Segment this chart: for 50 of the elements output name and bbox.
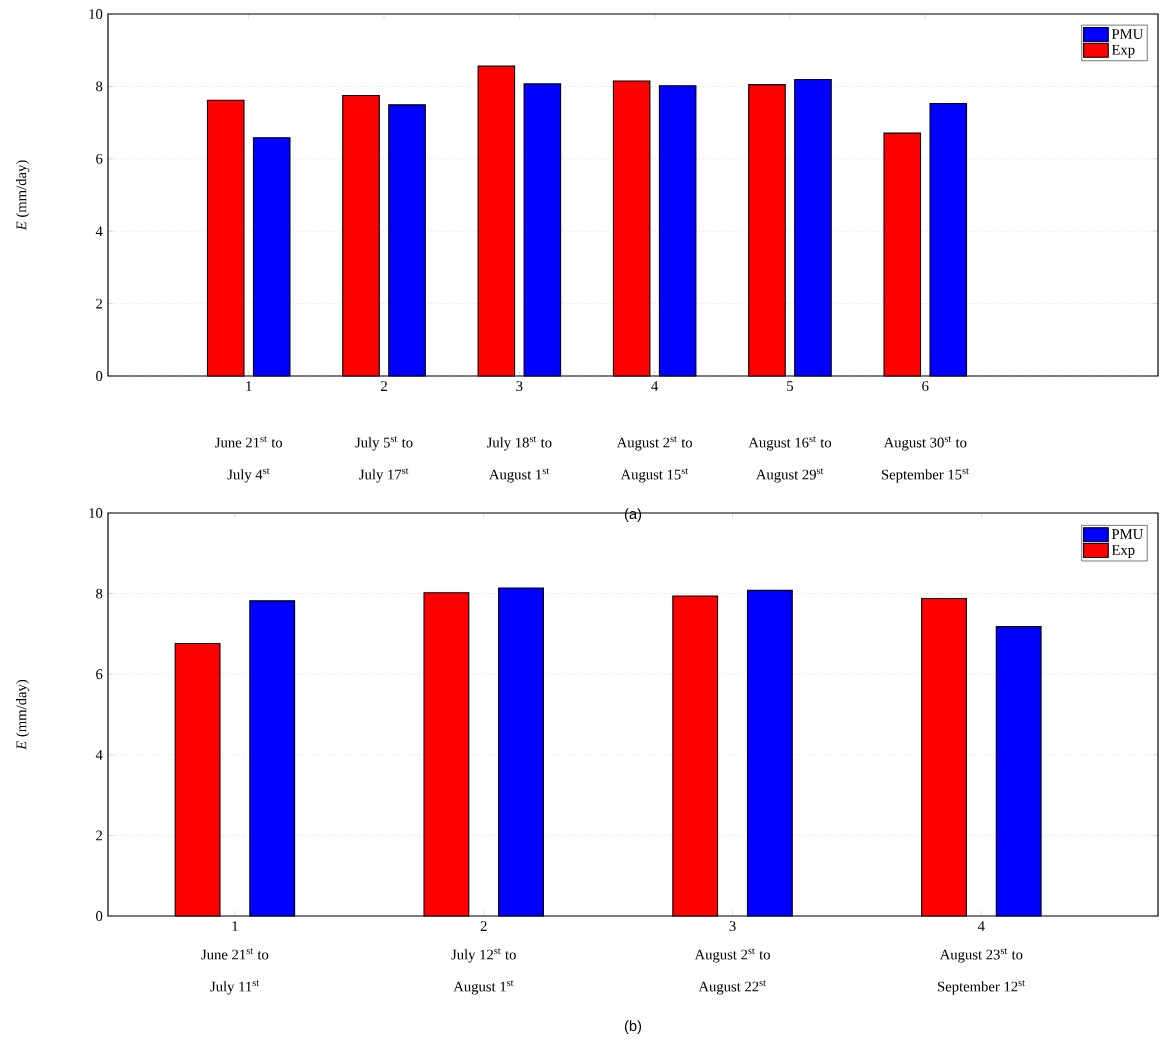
legend-label: PMU bbox=[1111, 29, 1143, 39]
annotation: (a) bbox=[624, 508, 642, 522]
text: July 17$^{st}$ bbox=[359, 468, 409, 483]
text: (b) bbox=[624, 1020, 642, 1034]
text: August 1$^{st}$ bbox=[453, 980, 514, 995]
text: July 5$^{st}$ to bbox=[355, 436, 413, 451]
text: August 23$^{st}$ to bbox=[939, 948, 1023, 963]
legend-label: Exp bbox=[1111, 545, 1135, 558]
y-tick-label: 6 bbox=[96, 669, 103, 680]
x-tick-label: 6 bbox=[922, 381, 929, 392]
y-tick-label: 8 bbox=[96, 81, 103, 92]
y-tick-label: 2 bbox=[96, 298, 103, 309]
text: September 15$^{st}$ bbox=[881, 468, 969, 483]
text: August 22$^{st}$ bbox=[698, 980, 766, 995]
y-axis-title: E (mm/day) bbox=[16, 679, 30, 750]
legend-label: Exp bbox=[1111, 44, 1135, 58]
text: July 11$^{st}$ bbox=[210, 980, 260, 995]
y-tick-label: 8 bbox=[96, 588, 103, 599]
x-tick-label: 1 bbox=[246, 381, 252, 391]
y-tick-label: 10 bbox=[89, 508, 103, 518]
y-tick-label: 0 bbox=[96, 911, 103, 921]
x-tick-label: 3 bbox=[516, 381, 523, 392]
text: August 16$^{st}$ to bbox=[748, 436, 832, 451]
x-tick-label: 1 bbox=[232, 921, 238, 931]
text: June 21$^{st}$ to bbox=[215, 436, 283, 448]
y-axis-title: E (mm/day) bbox=[16, 160, 30, 231]
x-tick-label: 2 bbox=[480, 921, 487, 931]
text: September 12$^{st}$ bbox=[938, 980, 1025, 995]
y-tick-label: 4 bbox=[95, 226, 103, 237]
y-tick-label: 2 bbox=[96, 830, 103, 841]
y-tick-label: 10 bbox=[89, 9, 103, 19]
x-tick-label: 4 bbox=[651, 381, 659, 391]
text: August 2$^{st}$ to bbox=[694, 948, 770, 963]
text: July 4$^{st}$ bbox=[227, 468, 270, 483]
text: August 30$^{st}$ to bbox=[883, 436, 967, 451]
text: July 12$^{st}$ to bbox=[451, 948, 516, 963]
text: July 18$^{st}$ to bbox=[486, 436, 552, 451]
text: June 21$^{st}$ to bbox=[201, 948, 269, 960]
text: August 2$^{st}$ to bbox=[616, 436, 693, 451]
text: August 29$^{st}$ bbox=[756, 468, 824, 483]
y-tick-label: 4 bbox=[95, 750, 103, 760]
text: August 1$^{st}$ bbox=[489, 468, 550, 483]
x-tick-label: 2 bbox=[381, 381, 387, 391]
x-tick-label: 3 bbox=[729, 921, 736, 932]
x-tick-label: 4 bbox=[977, 921, 985, 931]
x-tick-label: 5 bbox=[787, 381, 794, 391]
y-tick-label: 0 bbox=[96, 371, 103, 381]
y-tick-label: 6 bbox=[96, 153, 103, 164]
legend-label: PMU bbox=[1111, 529, 1143, 540]
text: August 15$^{st}$ bbox=[620, 468, 689, 483]
